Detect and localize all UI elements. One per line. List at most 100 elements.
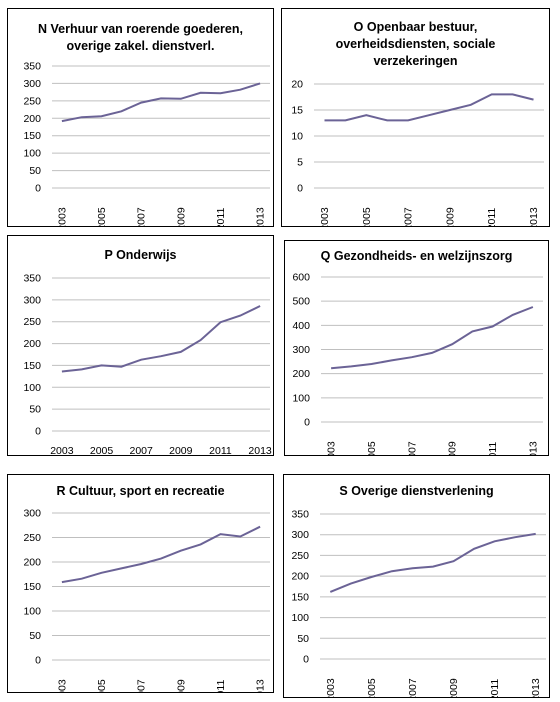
y-tick-label: 200	[292, 368, 310, 380]
y-tick-label: 250	[291, 550, 309, 562]
y-tick-label: 100	[23, 148, 41, 160]
y-tick-label: 200	[23, 557, 41, 569]
chart-panel-p: P Onderwijs 0 50 100 150 200 250 300 350 2003 2005…	[7, 235, 274, 456]
x-tick-label: 2007	[403, 207, 415, 226]
y-tick-label: 0	[303, 654, 309, 666]
x-tick-label: 2011	[215, 680, 227, 692]
y-tick-label: 100	[23, 606, 41, 618]
y-tick-label: 150	[23, 581, 41, 593]
chart-svg-p: P Onderwijs 0 50 100 150 200 250 300 350 2003 2005…	[23, 248, 272, 455]
y-tick-label: 0	[304, 417, 310, 429]
x-tick-label: 2007	[136, 207, 148, 226]
x-tick-label: 2003	[56, 207, 68, 226]
y-tick-label: 5	[297, 157, 303, 169]
y-tick-label: 0	[35, 655, 41, 667]
x-tick-label: 2013	[527, 441, 539, 455]
y-tick-label: 400	[292, 320, 310, 332]
x-tick-label: 2011	[215, 208, 227, 226]
y-tick-label: 300	[23, 294, 41, 306]
y-tick-label: 150	[23, 360, 41, 372]
series-line	[61, 525, 261, 584]
y-tick-label: 50	[29, 630, 41, 642]
chart-svg-r: R Cultuur, sport en recreatie 0 50 100 150 20…	[23, 484, 270, 692]
chart-title-line: P Onderwijs	[104, 248, 176, 262]
y-tick-label: 250	[23, 532, 41, 544]
chart-svg-s: S Overige dienstverlening 0 50 100 150 200 250…	[291, 484, 546, 697]
y-tick-label: 50	[29, 165, 41, 177]
x-tick-label: 2009	[175, 679, 187, 692]
x-tick-label: 2003	[319, 207, 331, 226]
x-tick-label: 2007	[407, 678, 419, 697]
x-tick-label: 2007	[136, 679, 148, 692]
y-tick-label: 15	[291, 105, 303, 117]
x-tick-label: 2005	[96, 679, 108, 692]
chart-svg-o: O Openbaar bestuur, overheidsdiensten, so…	[291, 20, 544, 226]
y-tick-label: 200	[23, 338, 41, 350]
y-tick-label: 200	[23, 113, 41, 125]
series-line	[329, 532, 536, 593]
x-tick-label: 2009	[447, 441, 459, 455]
y-tick-label: 20	[291, 79, 303, 91]
series-line	[331, 306, 534, 370]
chart-title-line: O Openbaar bestuur,	[354, 20, 478, 34]
x-tick-label: 2013	[248, 445, 272, 455]
x-tick-label: 2009	[169, 445, 193, 455]
chart-title-line: S Overige dienstverlening	[339, 484, 493, 498]
y-tick-label: 50	[29, 404, 41, 416]
x-tick-label: 2005	[366, 441, 378, 455]
x-tick-label: 2011	[486, 208, 498, 226]
y-tick-label: 0	[35, 426, 41, 438]
x-tick-label: 2007	[130, 445, 154, 455]
chart-panel-n: N Verhuur van roerende goederen, overige …	[7, 8, 274, 227]
chart-title-line: R Cultuur, sport en recreatie	[56, 484, 224, 498]
chart-panel-q: Q Gezondheids- en welzijnszorg 0 100 200 300…	[284, 240, 549, 456]
chart-title-line: overheidsdiensten, sociale	[336, 37, 496, 51]
series-line	[61, 82, 261, 123]
chart-title-line: verzekeringen	[373, 54, 457, 68]
y-tick-label: 250	[23, 95, 41, 107]
x-tick-label: 2005	[361, 207, 373, 226]
y-tick-label: 50	[297, 633, 309, 645]
y-tick-label: 0	[297, 183, 303, 195]
x-tick-label: 2005	[90, 445, 114, 455]
y-tick-label: 350	[291, 509, 309, 521]
x-tick-label: 2005	[96, 207, 108, 226]
y-tick-label: 10	[291, 131, 303, 143]
series-line	[61, 305, 261, 373]
x-tick-label: 2011	[489, 679, 501, 697]
x-tick-label: 2013	[255, 679, 267, 692]
x-tick-label: 2007	[406, 441, 418, 455]
x-tick-label: 2013	[255, 207, 267, 226]
chart-title-line: Q Gezondheids- en welzijnszorg	[321, 249, 513, 263]
chart-svg-q: Q Gezondheids- en welzijnszorg 0 100 200 300…	[292, 249, 543, 455]
y-tick-label: 100	[23, 382, 41, 394]
y-tick-label: 200	[291, 571, 309, 583]
y-tick-label: 300	[291, 529, 309, 541]
x-tick-label: 2009	[444, 207, 456, 226]
chart-title-line: overige zakel. dienstverl.	[67, 39, 215, 53]
chart-panel-r: R Cultuur, sport en recreatie 0 50 100 150 20…	[7, 474, 274, 693]
chart-panel-s: S Overige dienstverlening 0 50 100 150 200 250…	[283, 474, 550, 698]
x-tick-label: 2005	[366, 678, 378, 697]
y-tick-label: 100	[292, 392, 310, 404]
x-tick-label: 2003	[56, 679, 68, 692]
chart-svg-n: N Verhuur van roerende goederen, overige …	[23, 22, 270, 226]
series-line	[324, 93, 534, 122]
y-tick-label: 150	[23, 130, 41, 142]
x-tick-label: 2003	[325, 678, 337, 697]
x-tick-label: 2013	[530, 678, 542, 697]
x-tick-label: 2011	[487, 442, 499, 455]
x-tick-label: 2003	[326, 441, 338, 455]
y-tick-label: 150	[291, 591, 309, 603]
y-tick-label: 0	[35, 183, 41, 195]
chart-panel-o: O Openbaar bestuur, overheidsdiensten, so…	[281, 8, 550, 227]
y-tick-label: 500	[292, 296, 310, 308]
x-tick-label: 2009	[448, 678, 460, 697]
chart-title-line: N Verhuur van roerende goederen,	[38, 22, 243, 36]
x-tick-label: 2011	[209, 445, 232, 455]
y-tick-label: 350	[23, 273, 41, 285]
y-tick-label: 300	[23, 78, 41, 90]
y-tick-label: 300	[23, 508, 41, 520]
x-tick-label: 2013	[528, 207, 540, 226]
x-tick-label: 2003	[50, 445, 74, 455]
